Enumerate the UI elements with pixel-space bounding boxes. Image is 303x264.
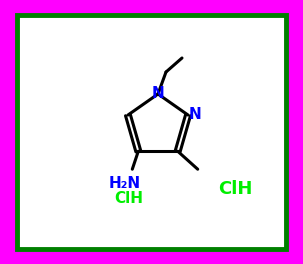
Text: H₂N: H₂N	[108, 176, 140, 191]
Text: ClH: ClH	[218, 180, 252, 198]
Text: N: N	[152, 86, 164, 101]
Text: N: N	[189, 107, 201, 121]
Text: ClH: ClH	[114, 191, 143, 206]
